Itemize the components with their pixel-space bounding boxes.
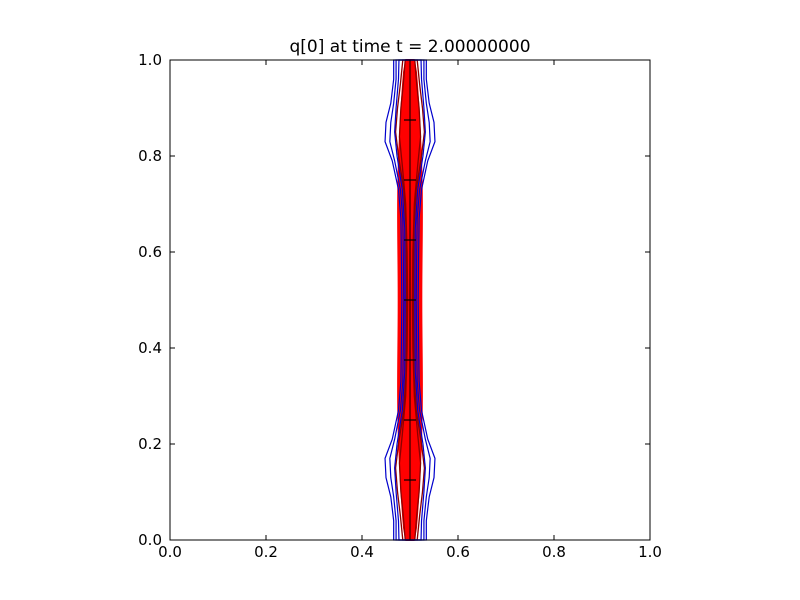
x-tick-label: 1.0 <box>638 543 662 561</box>
y-tick-label: 0.4 <box>138 339 162 357</box>
x-tick-label: 0.8 <box>542 543 566 561</box>
x-tick-label: 0.0 <box>158 543 182 561</box>
x-tick-label: 0.6 <box>446 543 470 561</box>
patch-lines <box>404 60 416 540</box>
x-tick-label: 0.2 <box>254 543 278 561</box>
x-tick-label: 0.4 <box>350 543 374 561</box>
y-tick-label: 0.0 <box>138 531 162 549</box>
y-tick-label: 0.2 <box>138 435 162 453</box>
chart-title: q[0] at time t = 2.00000000 <box>289 37 530 57</box>
y-tick-label: 0.6 <box>138 243 162 261</box>
y-tick-label: 1.0 <box>138 51 162 69</box>
x-axis: 0.0 0.2 0.4 0.6 0.8 1.0 <box>158 60 662 561</box>
y-tick-label: 0.8 <box>138 147 162 165</box>
y-axis: 0.0 0.2 0.4 0.6 0.8 1.0 <box>138 51 650 549</box>
plot-frame <box>169 59 651 541</box>
